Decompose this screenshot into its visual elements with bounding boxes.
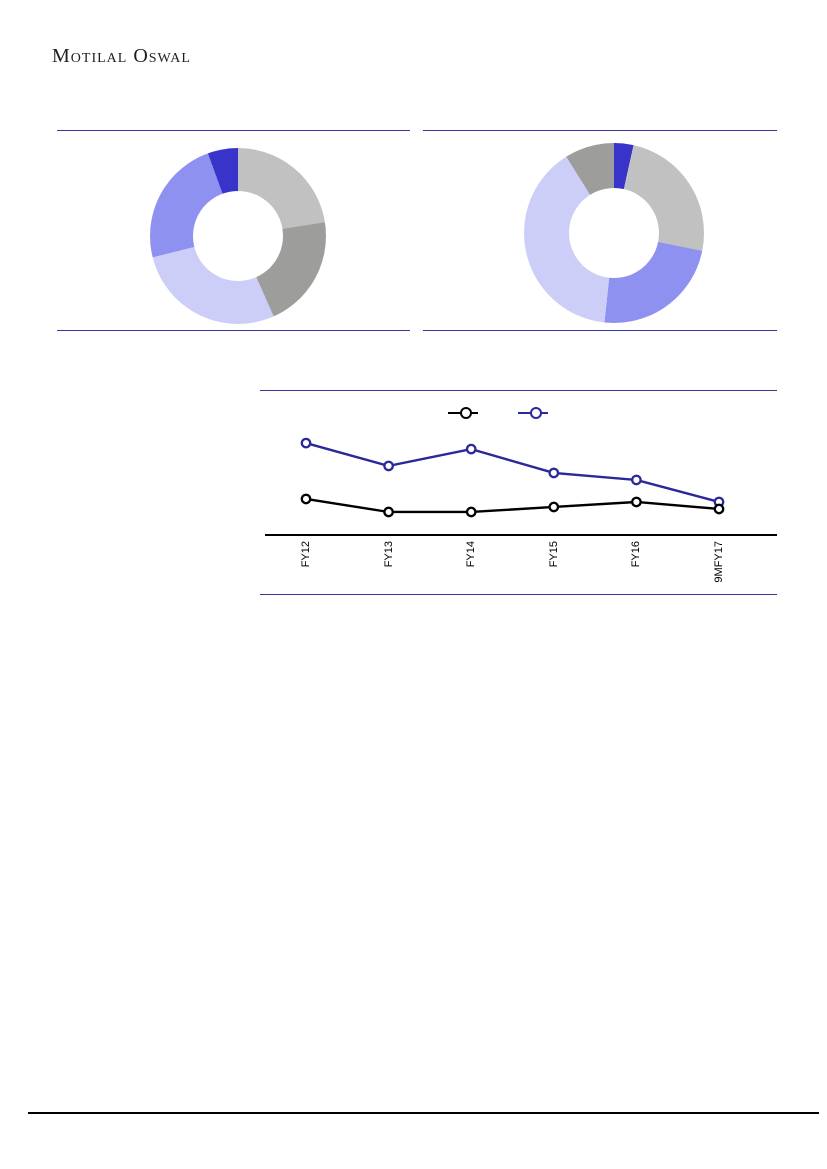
- data-point-marker-series-1: [631, 496, 642, 508]
- line-plot-area: [265, 437, 777, 536]
- data-point-marker-series-2: [383, 460, 394, 472]
- data-point-marker-series-1: [383, 506, 394, 518]
- legend-item-series-1: [448, 405, 482, 421]
- x-axis-tick-label: FY14: [465, 541, 478, 568]
- page-footer-rule: [28, 1112, 819, 1114]
- x-axis-tick-label: FY12: [300, 541, 312, 568]
- series-line-series-2: [305, 441, 720, 504]
- data-point-marker-series-1: [548, 501, 560, 513]
- x-axis-tick-label: 9MFY17: [713, 541, 725, 583]
- legend-item-series-2: [518, 405, 552, 421]
- donut-chart-right: [423, 130, 777, 331]
- x-axis-tick-label: FY13: [382, 541, 395, 568]
- donut-chart-left: [57, 130, 410, 331]
- x-axis-tick-label: FY16: [630, 541, 643, 568]
- legend-marker-icon: [530, 407, 542, 419]
- data-point-marker-series-2: [300, 437, 312, 449]
- legend-marker-icon: [460, 407, 472, 419]
- data-point-marker-series-1: [465, 506, 477, 518]
- chart-legend: [448, 405, 552, 421]
- data-point-marker-series-2: [465, 443, 477, 455]
- data-point-marker-series-2: [631, 474, 642, 486]
- brand-logo: Motilal Oswal: [52, 45, 191, 67]
- x-axis-tick-label: FY15: [547, 541, 560, 568]
- data-point-marker-series-2: [548, 467, 560, 479]
- series-line-series-1: [305, 497, 720, 514]
- donut-left-graphic: [150, 148, 326, 324]
- line-chart: FY12 FY13 FY14 FY15 FY16 9MFY17: [260, 390, 777, 595]
- data-point-marker-series-1: [300, 493, 312, 505]
- data-point-marker-series-1: [713, 503, 725, 515]
- donut-right-graphic: [524, 143, 704, 323]
